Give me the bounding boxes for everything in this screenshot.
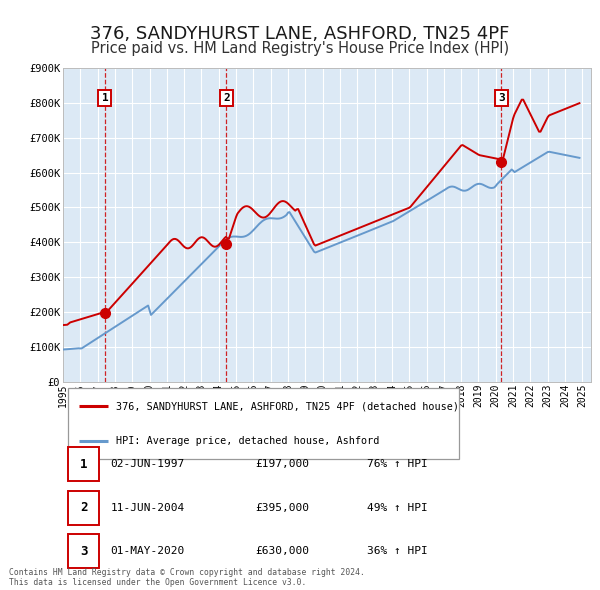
FancyBboxPatch shape: [68, 491, 99, 525]
Text: 376, SANDYHURST LANE, ASHFORD, TN25 4PF: 376, SANDYHURST LANE, ASHFORD, TN25 4PF: [91, 25, 509, 43]
Text: 02-JUN-1997: 02-JUN-1997: [110, 459, 185, 469]
Text: 49% ↑ HPI: 49% ↑ HPI: [367, 503, 427, 513]
FancyBboxPatch shape: [68, 388, 459, 459]
FancyBboxPatch shape: [68, 447, 99, 481]
Text: 01-MAY-2020: 01-MAY-2020: [110, 546, 185, 556]
Text: 36% ↑ HPI: 36% ↑ HPI: [367, 546, 427, 556]
Text: 11-JUN-2004: 11-JUN-2004: [110, 503, 185, 513]
Text: £395,000: £395,000: [256, 503, 310, 513]
Text: 76% ↑ HPI: 76% ↑ HPI: [367, 459, 427, 469]
Text: HPI: Average price, detached house, Ashford: HPI: Average price, detached house, Ashf…: [116, 435, 379, 445]
FancyBboxPatch shape: [68, 534, 99, 568]
Text: 1: 1: [101, 93, 108, 103]
Text: 2: 2: [223, 93, 230, 103]
Text: 376, SANDYHURST LANE, ASHFORD, TN25 4PF (detached house): 376, SANDYHURST LANE, ASHFORD, TN25 4PF …: [116, 401, 459, 411]
Text: Price paid vs. HM Land Registry's House Price Index (HPI): Price paid vs. HM Land Registry's House …: [91, 41, 509, 56]
Text: £197,000: £197,000: [256, 459, 310, 469]
Text: 2: 2: [80, 501, 88, 514]
Text: 1: 1: [80, 458, 88, 471]
Text: £630,000: £630,000: [256, 546, 310, 556]
Text: 3: 3: [498, 93, 505, 103]
Text: 3: 3: [80, 545, 88, 558]
Text: Contains HM Land Registry data © Crown copyright and database right 2024.
This d: Contains HM Land Registry data © Crown c…: [9, 568, 365, 587]
